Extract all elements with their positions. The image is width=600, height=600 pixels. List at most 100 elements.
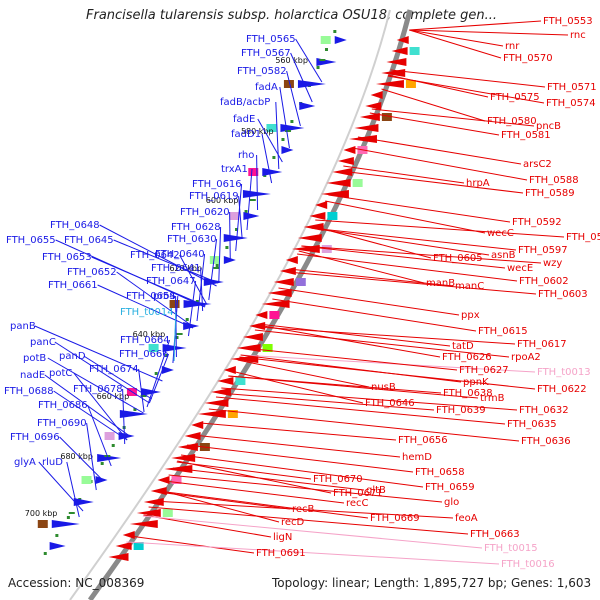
right-gene-label[interactable]: FTH_0588 bbox=[529, 175, 579, 186]
left-gene-label[interactable]: FTH_0628 bbox=[171, 222, 221, 233]
left-gene-label[interactable]: FTH_0696 bbox=[10, 432, 60, 443]
right-gene-label[interactable]: FTH_0670 bbox=[313, 474, 363, 485]
right-gene-label[interactable]: FTH_0571 bbox=[547, 82, 597, 93]
right-gene-label[interactable]: FTH_0592 bbox=[512, 217, 562, 228]
right-gene-label[interactable]: FTH_0627 bbox=[459, 365, 509, 376]
left-gene-label[interactable]: proS bbox=[153, 291, 176, 302]
right-gene-label[interactable]: FTH_0622 bbox=[537, 384, 587, 395]
right-gene-label[interactable]: FTH_0570 bbox=[503, 53, 553, 64]
right-gene-label[interactable]: FTH_0615 bbox=[478, 326, 528, 337]
right-gene-label[interactable]: trmB bbox=[480, 393, 505, 404]
right-gene-label[interactable]: asnB bbox=[491, 250, 516, 261]
left-gene-label[interactable]: FTH_0616 bbox=[192, 179, 242, 190]
left-gene-label[interactable]: FTH_0666 bbox=[119, 349, 169, 360]
right-gene-label[interactable]: FTH_0580 bbox=[487, 116, 537, 127]
left-gene-label[interactable]: panC bbox=[30, 337, 56, 348]
right-gene-label[interactable]: recB bbox=[292, 504, 315, 515]
right-gene-label[interactable]: FTH_0632 bbox=[519, 405, 569, 416]
right-gene-label[interactable]: FTH_0635 bbox=[507, 419, 557, 430]
left-gene-label[interactable]: rluD bbox=[42, 457, 63, 468]
left-gene-label[interactable]: FTH_t0014 bbox=[120, 307, 174, 318]
right-gene-label[interactable]: FTH_0656 bbox=[398, 435, 448, 446]
right-gene-label[interactable]: FTH_0575 bbox=[490, 92, 540, 103]
left-gene-label[interactable]: FTH_0642 bbox=[130, 250, 180, 261]
left-gene-label[interactable]: potB bbox=[23, 353, 46, 364]
right-gene-label[interactable]: FTH_0646 bbox=[365, 398, 415, 409]
right-gene-label[interactable]: hemD bbox=[402, 452, 432, 463]
left-gene-label[interactable]: nadE bbox=[20, 370, 45, 381]
right-gene-label[interactable]: FTH_0597 bbox=[518, 245, 568, 256]
left-gene-label[interactable]: FTH_0641 bbox=[151, 263, 201, 274]
right-gene-label[interactable]: FTH_0553 bbox=[543, 16, 593, 27]
right-gene-label[interactable]: manC bbox=[455, 281, 484, 292]
right-gene-label[interactable]: wecC bbox=[487, 228, 514, 239]
left-gene-label[interactable]: FTH_0653 bbox=[42, 252, 92, 263]
left-gene-label[interactable]: potC bbox=[49, 368, 72, 379]
left-gene-label[interactable]: FTH_0582 bbox=[237, 66, 287, 77]
left-gene-label[interactable]: fadD1 bbox=[231, 129, 261, 140]
right-gene-label[interactable]: FTH_0638 bbox=[443, 388, 493, 399]
right-gene-label[interactable]: wecE bbox=[507, 263, 533, 274]
right-gene-label[interactable]: FTH_t0015 bbox=[484, 543, 538, 554]
right-gene-label[interactable]: FTH_0658 bbox=[415, 467, 465, 478]
right-gene-label[interactable]: recC bbox=[346, 498, 369, 509]
right-gene-label[interactable]: FTH_0663 bbox=[470, 529, 520, 540]
left-gene-label[interactable]: fadB/acbP bbox=[220, 97, 270, 108]
left-gene-label[interactable]: FTH_0688 bbox=[4, 386, 54, 397]
left-gene-label[interactable]: FTH_0648 bbox=[50, 220, 100, 231]
right-gene-label[interactable]: FTH_0691 bbox=[256, 548, 306, 559]
right-gene-label[interactable]: hrpA bbox=[466, 178, 490, 189]
right-gene-label[interactable]: gltB bbox=[366, 485, 386, 496]
right-gene-label[interactable]: ligN bbox=[273, 532, 292, 543]
right-gene-label[interactable]: FTH_0669 bbox=[370, 513, 420, 524]
right-gene-label[interactable]: FTH_0603 bbox=[538, 289, 588, 300]
right-gene-label[interactable]: tatD bbox=[452, 341, 474, 352]
left-gene-label[interactable]: FTH_0645 bbox=[64, 235, 114, 246]
right-gene-label[interactable]: FTH_0617 bbox=[517, 339, 567, 350]
right-gene-label[interactable]: feoA bbox=[455, 513, 478, 524]
left-gene-label[interactable]: FTH_0630 bbox=[167, 234, 217, 245]
left-gene-label[interactable]: FTH_0690 bbox=[37, 418, 87, 429]
left-gene-label[interactable]: FTH_0619 bbox=[189, 191, 239, 202]
right-gene-label[interactable]: FTH_0671 bbox=[333, 488, 383, 499]
left-gene-label[interactable]: FTH_0620 bbox=[180, 207, 230, 218]
right-gene-label[interactable]: rpoA2 bbox=[511, 352, 541, 363]
right-gene-label[interactable]: FTH_0574 bbox=[546, 98, 596, 109]
left-gene-label[interactable]: FTH_0686 bbox=[38, 400, 88, 411]
right-gene-label[interactable]: rnc bbox=[570, 30, 586, 41]
left-gene-label[interactable]: FTH_0647 bbox=[146, 276, 196, 287]
right-gene-label[interactable]: arsC2 bbox=[523, 159, 552, 170]
left-gene-label[interactable]: FTH_0655 bbox=[6, 235, 56, 246]
right-gene-label[interactable]: FTH_0605 bbox=[433, 253, 483, 264]
right-gene-label[interactable]: FTH_t0016 bbox=[501, 559, 555, 570]
left-gene-label[interactable]: FTH_0661 bbox=[48, 280, 98, 291]
right-gene-label[interactable]: FTH_0589 bbox=[525, 188, 575, 199]
left-gene-label[interactable]: FTH_0567 bbox=[241, 48, 291, 59]
right-gene-label[interactable]: nusB bbox=[371, 382, 396, 393]
right-gene-label[interactable]: ppx bbox=[461, 310, 480, 321]
left-gene-label[interactable]: FTH_0664 bbox=[120, 335, 170, 346]
right-gene-label[interactable]: manB bbox=[426, 278, 455, 289]
left-gene-label[interactable]: fadE bbox=[233, 114, 255, 125]
right-gene-label[interactable]: pncB bbox=[536, 121, 561, 132]
right-gene-label[interactable]: FTH_0636 bbox=[521, 436, 571, 447]
right-gene-label[interactable]: FTH_0581 bbox=[501, 130, 551, 141]
left-gene-label[interactable]: FTH_0652 bbox=[67, 267, 117, 278]
right-gene-label[interactable]: FTH_0659 bbox=[425, 482, 475, 493]
right-gene-label[interactable]: wzy bbox=[543, 258, 562, 269]
left-gene-label[interactable]: FTH_0565 bbox=[246, 34, 296, 45]
left-gene-label[interactable]: rho bbox=[238, 150, 254, 161]
right-gene-label[interactable]: FTH_t0013 bbox=[537, 367, 591, 378]
right-gene-label[interactable]: recD bbox=[281, 517, 305, 528]
left-gene-label[interactable]: trxA1 bbox=[221, 164, 248, 175]
left-gene-label[interactable]: glyA bbox=[14, 457, 36, 468]
left-gene-label[interactable]: FTH_0654 bbox=[126, 291, 176, 302]
right-gene-label[interactable]: FTH_0602 bbox=[519, 276, 569, 287]
left-gene-label[interactable]: FTH_0640 bbox=[155, 249, 205, 260]
right-gene-label[interactable]: ppnK bbox=[463, 377, 489, 388]
right-gene-label[interactable]: FTH_0626 bbox=[442, 352, 492, 363]
left-gene-label[interactable]: fadA bbox=[255, 82, 278, 93]
left-gene-label[interactable]: FTH_0678 bbox=[73, 384, 123, 395]
